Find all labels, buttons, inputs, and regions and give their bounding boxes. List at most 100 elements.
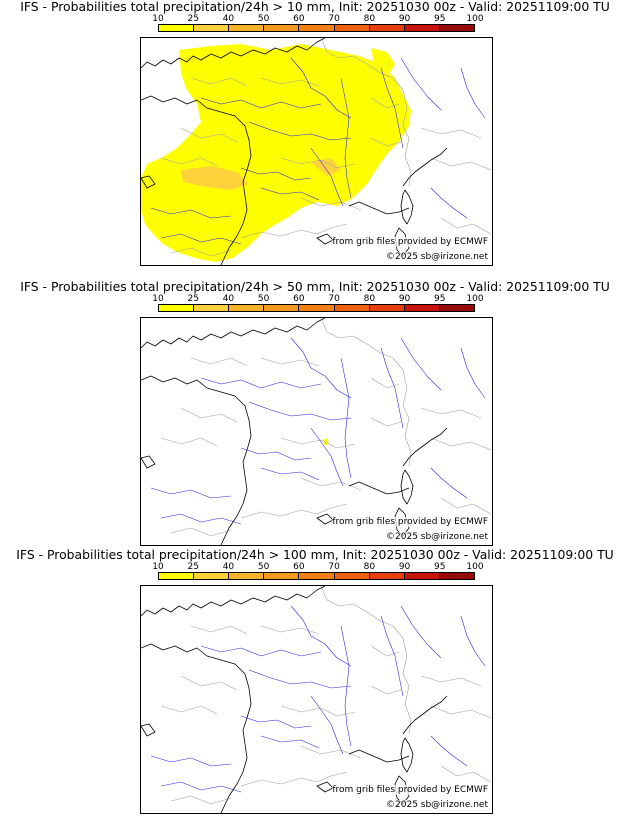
border-line (280, 705, 356, 717)
river-line (460, 347, 486, 399)
border-line (420, 407, 482, 419)
colorbar-segment (229, 305, 265, 311)
precip-prob-area (181, 166, 249, 190)
river-line (290, 337, 352, 399)
river-line (400, 337, 442, 391)
border-line (440, 497, 492, 515)
panel-title: IFS - Probabilities total precipitation/… (20, 279, 610, 294)
colorbar-tick-label: 25 (187, 562, 199, 572)
river-line (248, 669, 352, 689)
precip-prob-area (141, 44, 411, 262)
border-line (170, 795, 232, 805)
coastline (141, 375, 252, 545)
river-line (290, 605, 352, 667)
river-line (430, 187, 468, 219)
border-line (280, 157, 356, 169)
coastline (400, 469, 414, 505)
border-line (190, 625, 248, 635)
coastline (316, 781, 334, 793)
colorbar-tick-label: 80 (363, 294, 376, 304)
coastline (141, 175, 156, 189)
colorbar-tick-label: 10 (152, 294, 164, 304)
colorbar-segment (299, 573, 335, 579)
river-line (260, 467, 320, 481)
river-line (150, 755, 232, 767)
precip-prob-area (371, 48, 395, 74)
panel-title: IFS - Probabilities total precipitation/… (16, 547, 614, 562)
river-line (200, 645, 322, 657)
colorbar-labels: 10 25 40 50 60 70 80 90 95 100 (152, 14, 483, 24)
credit-source: from grib files provided by ECMWF (332, 785, 488, 795)
coastline (141, 318, 326, 349)
map-france: from grib files provided by ECMWF ©2025 … (140, 317, 493, 546)
colorbar-tick-label: 90 (398, 294, 411, 304)
colorbar-segment (159, 25, 195, 31)
map-svg (141, 318, 492, 545)
colorbar-tick-label: 40 (222, 14, 235, 24)
river-line (160, 233, 242, 245)
river-line (260, 187, 320, 201)
colorbar-segment (439, 305, 474, 311)
river-line (310, 427, 344, 487)
colorbar-labels: 10 25 40 50 60 70 80 90 95 100 (152, 294, 483, 304)
colorbar-segment (369, 305, 405, 311)
credit-source: from grib files provided by ECMWF (332, 237, 488, 247)
border-line (160, 157, 218, 167)
colorbar-segment (404, 573, 440, 579)
border-line (370, 685, 402, 695)
border-line (370, 97, 400, 109)
river-line (310, 147, 344, 207)
colorbar (158, 304, 475, 312)
border-line (370, 137, 402, 147)
border-line (170, 247, 232, 257)
coastline (141, 95, 252, 265)
coastline (400, 189, 414, 225)
colorbar-segment (439, 573, 474, 579)
colorbar-tick-label: 90 (398, 562, 411, 572)
coastline (141, 643, 252, 813)
river-line (380, 615, 404, 697)
border-line (370, 417, 402, 427)
river-line (380, 67, 404, 149)
coastline (316, 233, 334, 245)
credit-copyright: ©2025 sb@irizone.net (386, 800, 488, 810)
river-line (160, 781, 242, 793)
colorbar-segment (334, 25, 370, 31)
colorbar-segment (334, 573, 370, 579)
colorbar-tick-label: 100 (466, 562, 484, 572)
border-line (160, 705, 218, 715)
colorbar-tick-label: 100 (466, 294, 484, 304)
colorbar-segment (159, 305, 195, 311)
colorbar-tick-label: 95 (434, 294, 446, 304)
river-line (290, 57, 352, 119)
colorbar-tick-label: 95 (434, 14, 446, 24)
panel-title: IFS - Probabilities total precipitation/… (20, 0, 610, 14)
colorbar (158, 24, 475, 32)
border-line (320, 586, 412, 735)
river-line (240, 715, 312, 729)
colorbar-tick-label: 70 (328, 294, 340, 304)
river-line (248, 121, 352, 141)
colorbar-tick-label: 10 (152, 14, 164, 24)
colorbar-segment (369, 25, 405, 31)
border-line (190, 357, 248, 367)
border-line (430, 437, 492, 451)
colorbar (158, 572, 475, 580)
precip-prob-area (341, 64, 367, 88)
colorbar-tick-label: 10 (152, 562, 164, 572)
coastline (400, 737, 414, 773)
colorbar-segment (404, 305, 440, 311)
border-line (300, 477, 362, 491)
coastline (316, 513, 334, 525)
colorbar-segment (264, 305, 300, 311)
map-france: from grib files provided by ECMWF ©2025 … (140, 585, 493, 814)
colorbar-tick-label: 50 (257, 14, 270, 24)
colorbar-tick-label: 100 (466, 14, 484, 24)
border-line (180, 675, 238, 691)
colorbar-tick-label: 40 (222, 294, 235, 304)
river-line (200, 97, 322, 109)
border-line (260, 625, 320, 635)
border-line (180, 127, 238, 143)
colorbar-segment (334, 305, 370, 311)
colorbar-segment (369, 573, 405, 579)
